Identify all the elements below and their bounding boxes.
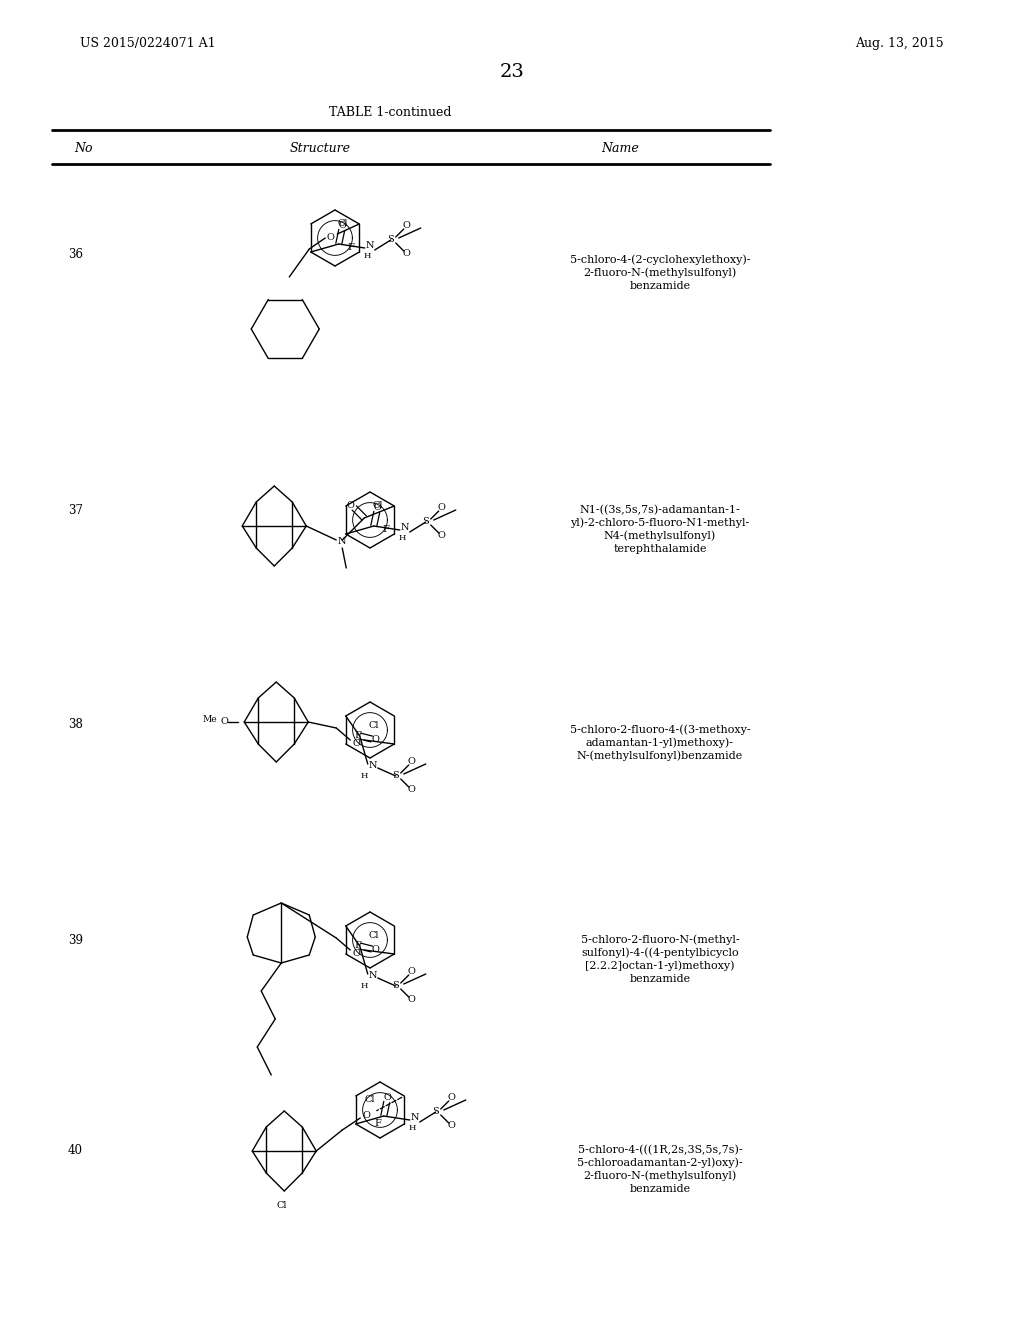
Text: 2-fluoro-N-(methylsulfonyl): 2-fluoro-N-(methylsulfonyl) [584,1171,736,1181]
Text: N: N [400,523,409,532]
Text: 37: 37 [68,503,83,516]
Text: 23: 23 [500,63,524,81]
Text: 39: 39 [68,933,83,946]
Text: N-(methylsulfonyl)benzamide: N-(methylsulfonyl)benzamide [577,751,743,762]
Text: H: H [360,772,368,780]
Text: benzamide: benzamide [630,974,690,983]
Text: O: O [372,945,380,954]
Text: O: O [346,502,354,511]
Text: S: S [387,235,394,244]
Text: O: O [447,1093,456,1102]
Text: O: O [408,758,416,767]
Text: sulfonyl)-4-((4-pentylbicyclo: sulfonyl)-4-((4-pentylbicyclo [582,948,738,958]
Text: 5-chloro-4-(((1R,2s,3S,5s,7s)-: 5-chloro-4-(((1R,2s,3S,5s,7s)- [578,1144,742,1155]
Text: S: S [422,517,429,527]
Text: Me: Me [203,715,217,725]
Text: H: H [408,1125,416,1133]
Text: Cl: Cl [278,1200,288,1209]
Text: O: O [438,532,445,540]
Text: N: N [366,240,374,249]
Text: Cl: Cl [365,1096,375,1105]
Text: Structure: Structure [290,141,350,154]
Text: H: H [360,982,368,990]
Text: N4-(methylsulfonyl): N4-(methylsulfonyl) [604,531,716,541]
Text: N1-((3s,5s,7s)-adamantan-1-: N1-((3s,5s,7s)-adamantan-1- [580,504,740,515]
Text: 5-chloro-2-fluoro-N-(methyl-: 5-chloro-2-fluoro-N-(methyl- [581,935,739,945]
Text: O: O [402,249,411,259]
Text: H: H [364,252,371,260]
Text: O: O [374,503,382,512]
Text: O: O [447,1122,456,1130]
Text: O: O [408,785,416,795]
Text: S: S [392,982,399,990]
Text: O: O [438,503,445,512]
Text: O: O [352,738,360,747]
Text: Cl: Cl [369,722,380,730]
Text: F: F [383,525,390,535]
Text: O: O [372,735,380,744]
Text: 2-fluoro-N-(methylsulfonyl): 2-fluoro-N-(methylsulfonyl) [584,268,736,279]
Text: Aug. 13, 2015: Aug. 13, 2015 [855,37,944,49]
Text: TABLE 1-continued: TABLE 1-continued [329,106,452,119]
Text: Cl: Cl [373,502,383,511]
Text: N: N [338,537,346,546]
Text: Cl: Cl [369,932,380,940]
Text: benzamide: benzamide [630,281,690,290]
Text: No: No [74,141,92,154]
Text: adamantan-1-yl)methoxy)-: adamantan-1-yl)methoxy)- [586,738,734,748]
Text: O: O [408,995,416,1005]
Text: S: S [432,1107,439,1117]
Text: N: N [369,972,377,981]
Text: 5-chloroadamantan-2-yl)oxy)-: 5-chloroadamantan-2-yl)oxy)- [578,1158,742,1168]
Text: Cl: Cl [338,219,348,228]
Text: O: O [327,232,334,242]
Text: O: O [339,222,347,231]
Text: 5-chloro-4-(2-cyclohexylethoxy)-: 5-chloro-4-(2-cyclohexylethoxy)- [569,255,751,265]
Text: 40: 40 [68,1143,83,1156]
Text: O: O [408,968,416,977]
Text: H: H [398,535,406,543]
Text: O: O [352,949,360,957]
Text: [2.2.2]octan-1-yl)methoxy): [2.2.2]octan-1-yl)methoxy) [586,961,735,972]
Text: 36: 36 [68,248,83,261]
Text: benzamide: benzamide [630,1184,690,1195]
Text: F: F [354,941,361,950]
Text: F: F [375,1119,381,1129]
Text: O: O [402,222,411,231]
Text: 5-chloro-2-fluoro-4-((3-methoxy-: 5-chloro-2-fluoro-4-((3-methoxy- [569,725,751,735]
Text: 38: 38 [68,718,83,731]
Text: yl)-2-chloro-5-fluoro-N1-methyl-: yl)-2-chloro-5-fluoro-N1-methyl- [570,517,750,528]
Text: O: O [220,718,228,726]
Text: US 2015/0224071 A1: US 2015/0224071 A1 [80,37,216,49]
Text: N: N [369,762,377,771]
Text: F: F [354,731,361,741]
Text: terephthalamide: terephthalamide [613,544,707,554]
Text: N: N [411,1113,419,1122]
Text: F: F [348,243,354,252]
Text: O: O [362,1111,371,1121]
Text: Name: Name [601,141,639,154]
Text: O: O [384,1093,392,1102]
Text: S: S [392,771,399,780]
